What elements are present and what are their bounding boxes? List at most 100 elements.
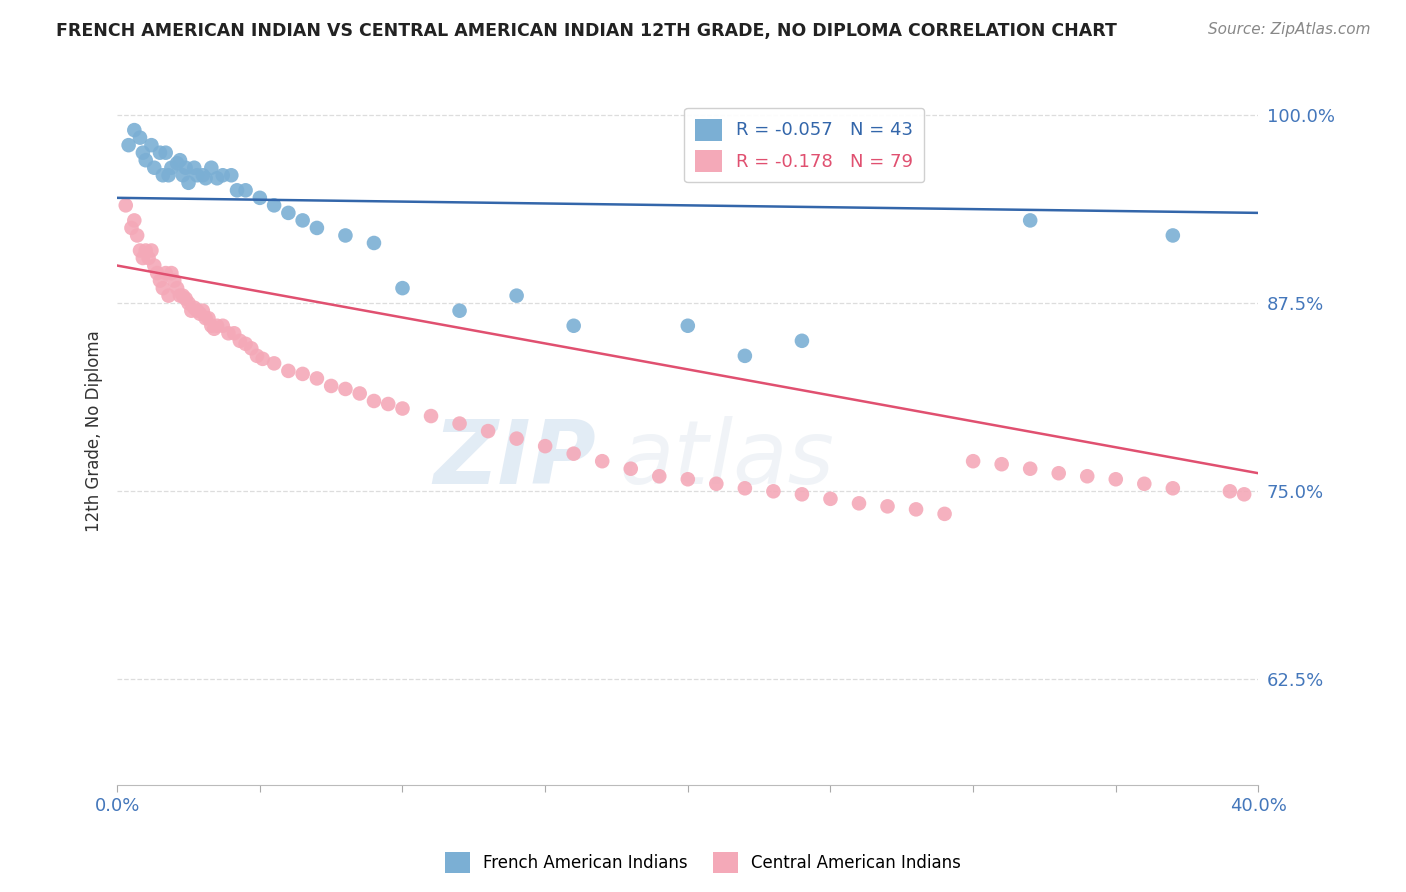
Point (129, 130, 152, 145)
Point (194, 171, 217, 186)
Point (166, 156, 188, 170)
Point (149, 145, 172, 160)
Point (505, 288, 527, 302)
Point (1105, 472, 1128, 486)
Point (252, 351, 274, 366)
Point (1233, 487, 1256, 501)
Text: atlas: atlas (619, 417, 834, 502)
Point (226, 183, 249, 197)
Point (124, 213, 146, 227)
Text: FRENCH AMERICAN INDIAN VS CENTRAL AMERICAN INDIAN 12TH GRADE, NO DIPLOMA CORRELA: FRENCH AMERICAN INDIAN VS CENTRAL AMERIC… (56, 22, 1118, 40)
Point (183, 161, 205, 175)
Point (1161, 228, 1184, 243)
Point (146, 266, 169, 280)
Point (152, 281, 174, 295)
Legend: R = -0.057   N = 43, R = -0.178   N = 79: R = -0.057 N = 43, R = -0.178 N = 79 (683, 108, 924, 183)
Point (263, 198, 285, 212)
Point (704, 476, 727, 491)
Point (263, 356, 285, 370)
Point (135, 153, 157, 168)
Point (186, 303, 208, 318)
Point (172, 168, 194, 182)
Point (534, 439, 557, 453)
Point (229, 334, 252, 348)
Point (734, 481, 756, 495)
Point (321, 379, 343, 393)
Point (335, 382, 357, 396)
Point (172, 288, 194, 302)
Point (194, 311, 217, 326)
Point (934, 507, 956, 521)
Legend: French American Indians, Central American Indians: French American Indians, Central America… (439, 846, 967, 880)
Point (420, 409, 443, 423)
Point (132, 251, 155, 265)
Point (157, 168, 180, 182)
Point (335, 228, 357, 243)
Point (183, 301, 205, 315)
Point (349, 386, 371, 401)
Point (1047, 467, 1070, 481)
Point (591, 454, 613, 468)
Point (149, 274, 172, 288)
Point (174, 161, 197, 175)
Y-axis label: 12th Grade, No Diploma: 12th Grade, No Diploma (86, 330, 103, 532)
Point (200, 318, 222, 333)
Point (211, 168, 233, 182)
Point (240, 342, 263, 356)
Point (132, 145, 155, 160)
Point (120, 221, 142, 235)
Point (217, 326, 239, 341)
Point (191, 168, 214, 182)
Point (186, 168, 208, 182)
Point (505, 432, 527, 446)
Point (291, 367, 314, 381)
Point (141, 244, 163, 258)
Point (305, 371, 328, 385)
Point (962, 454, 984, 468)
Point (1076, 469, 1098, 483)
Point (177, 296, 200, 310)
Point (200, 161, 222, 175)
Point (143, 161, 166, 175)
Point (905, 502, 928, 516)
Point (205, 171, 228, 186)
Point (152, 168, 174, 182)
Point (1019, 213, 1042, 227)
Point (166, 281, 188, 295)
Point (363, 394, 385, 409)
Point (157, 288, 180, 302)
Point (191, 303, 214, 318)
Point (391, 401, 413, 416)
Point (277, 364, 299, 378)
Point (124, 123, 146, 137)
Point (169, 153, 191, 168)
Point (620, 461, 643, 475)
Point (211, 318, 233, 333)
Point (160, 266, 183, 280)
Point (127, 228, 149, 243)
Point (762, 484, 785, 499)
Text: Source: ZipAtlas.com: Source: ZipAtlas.com (1208, 22, 1371, 37)
Point (138, 251, 160, 265)
Point (305, 221, 328, 235)
Point (562, 318, 585, 333)
Point (177, 176, 200, 190)
Point (174, 292, 197, 306)
Point (135, 244, 157, 258)
Point (224, 326, 246, 341)
Point (291, 213, 314, 227)
Point (820, 491, 842, 506)
Point (377, 397, 399, 411)
Point (188, 307, 211, 321)
Point (117, 138, 139, 153)
Point (205, 318, 228, 333)
Text: ZIP: ZIP (434, 416, 596, 503)
Point (235, 336, 257, 351)
Point (790, 487, 813, 501)
Point (648, 469, 671, 483)
Point (1161, 481, 1184, 495)
Point (990, 457, 1012, 471)
Point (363, 235, 385, 250)
Point (676, 318, 699, 333)
Point (676, 472, 699, 486)
